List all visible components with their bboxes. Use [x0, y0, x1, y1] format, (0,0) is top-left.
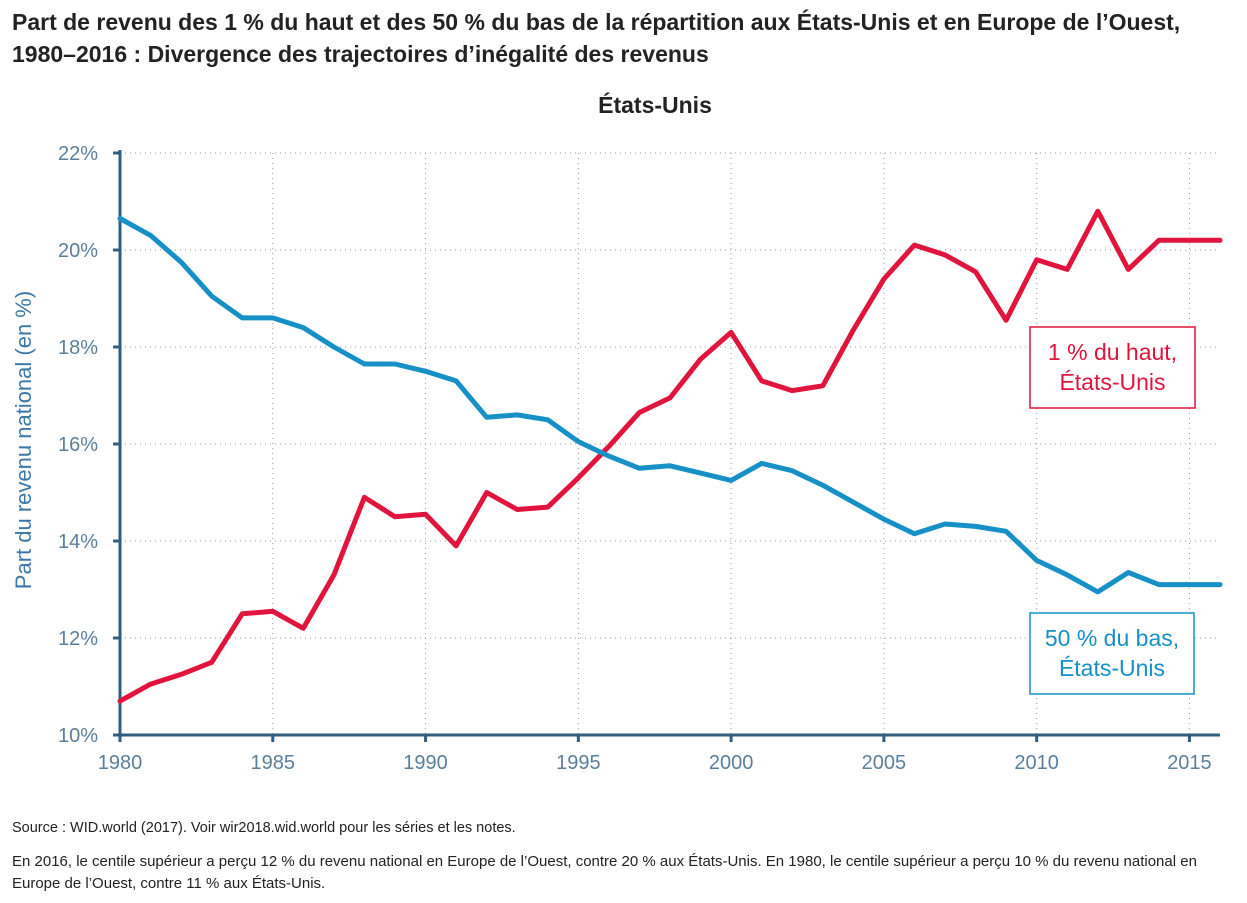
y-tick-label: 16%: [58, 434, 98, 456]
x-tick-label: 2000: [709, 752, 754, 774]
annotation-bottom50-text: 50 % du bas,: [1045, 625, 1179, 651]
x-tick-label: 2015: [1167, 752, 1212, 774]
y-axis-label: Part du revenu national (en %): [11, 291, 36, 589]
annotation-bottom50-text: États-Unis: [1059, 655, 1165, 681]
annotation-bottom50-box: [1029, 612, 1195, 695]
y-tick-label: 18%: [58, 337, 98, 359]
series-annotations: 1 % du haut, États-Unis 50 % du bas, États-…: [1029, 326, 1196, 695]
x-tick-label: 2005: [862, 752, 907, 774]
x-tick-label: 1990: [403, 752, 448, 774]
footnote: En 2016, le centile supérieur a perçu 12…: [12, 853, 1197, 892]
annotation-top1-text: États-Unis: [1059, 369, 1165, 395]
chart-title: États-Unis: [598, 92, 712, 118]
y-tick-label: 14%: [58, 531, 98, 553]
x-tick-label: 1980: [98, 752, 143, 774]
x-tick-label: 1985: [251, 752, 296, 774]
y-tick-label: 12%: [58, 628, 98, 650]
axes: [113, 150, 1220, 742]
x-tick-label: 1995: [556, 752, 601, 774]
annotation-top1-box: [1029, 326, 1196, 409]
x-tick-label: 2010: [1014, 752, 1059, 774]
tick-labels: 10% 12% 14% 16% 18% 20% 22% 1980 1985 1990 1995 200…: [58, 143, 1212, 774]
series-line-bottom50: [117, 216, 1223, 595]
y-tick-label: 22%: [58, 143, 98, 165]
series-line-top1: [117, 208, 1223, 704]
annotation-top1-text: 1 % du haut,: [1048, 339, 1177, 365]
source-note: Source : WID.world (2017). Voir wir2018.…: [12, 820, 516, 836]
y-tick-label: 10%: [58, 725, 98, 747]
y-tick-label: 20%: [58, 240, 98, 262]
series-lines: [117, 208, 1223, 704]
page-title: Part de revenu des 1 % du haut et des 50…: [12, 9, 1181, 67]
